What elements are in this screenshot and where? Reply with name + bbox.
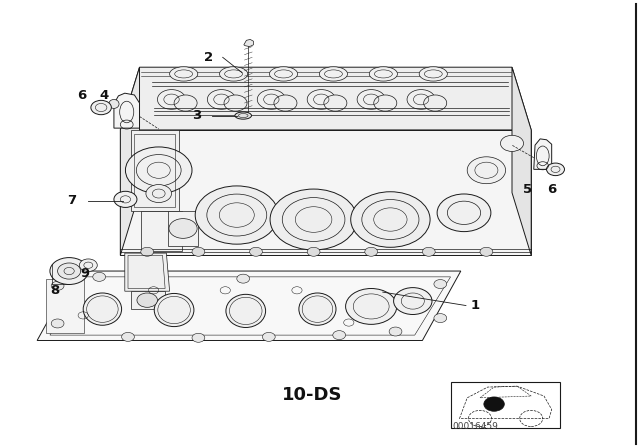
Polygon shape [46,279,84,333]
Circle shape [192,247,205,256]
Circle shape [93,272,106,281]
Polygon shape [131,291,165,309]
Circle shape [169,219,197,238]
Circle shape [351,192,430,247]
Text: 10-DS: 10-DS [282,386,342,404]
Circle shape [346,289,397,324]
Polygon shape [512,67,531,255]
Circle shape [91,100,111,115]
Circle shape [79,259,97,271]
Polygon shape [244,39,253,47]
Text: 6: 6 [77,89,86,103]
Circle shape [257,90,285,109]
Ellipse shape [226,294,266,327]
Polygon shape [534,139,552,169]
Circle shape [374,95,397,111]
Circle shape [207,90,236,109]
Polygon shape [125,253,170,291]
Polygon shape [141,211,182,251]
Circle shape [192,333,205,342]
Circle shape [270,189,357,250]
Polygon shape [114,93,140,128]
Polygon shape [120,130,531,255]
Circle shape [125,147,192,194]
Text: 8: 8 [51,284,60,297]
Circle shape [51,281,64,290]
Circle shape [407,90,435,109]
Circle shape [365,247,378,256]
Circle shape [484,397,504,411]
Ellipse shape [369,67,397,81]
Circle shape [51,319,64,328]
Ellipse shape [154,293,194,327]
Circle shape [50,258,88,284]
Polygon shape [131,130,179,211]
Ellipse shape [319,67,348,81]
Circle shape [307,247,320,256]
Circle shape [547,163,564,176]
Circle shape [237,274,250,283]
Text: 2: 2 [204,51,213,64]
Circle shape [422,247,435,256]
Polygon shape [37,271,461,340]
Ellipse shape [83,293,122,325]
Polygon shape [168,211,198,246]
Ellipse shape [109,99,119,108]
Polygon shape [120,67,531,130]
Circle shape [333,331,346,340]
Circle shape [174,95,197,111]
Circle shape [500,135,524,151]
Text: 1: 1 [470,299,479,312]
Text: 3: 3 [193,109,202,122]
Ellipse shape [170,67,198,81]
Ellipse shape [299,293,336,325]
Circle shape [274,95,297,111]
Text: 9: 9 [80,267,89,280]
Text: 7: 7 [67,194,76,207]
Text: 6: 6 [547,182,556,196]
Circle shape [437,194,491,232]
Ellipse shape [220,67,248,81]
Circle shape [434,314,447,323]
Text: 00016459: 00016459 [452,422,498,431]
Text: 5: 5 [523,182,532,196]
Circle shape [195,186,278,244]
Circle shape [141,247,154,256]
Circle shape [434,280,447,289]
Circle shape [250,247,262,256]
Ellipse shape [419,67,447,81]
Circle shape [262,332,275,341]
Circle shape [224,95,247,111]
Polygon shape [120,67,140,255]
Circle shape [58,263,81,279]
Circle shape [122,332,134,341]
Circle shape [146,185,172,202]
Circle shape [307,90,335,109]
Circle shape [467,157,506,184]
Circle shape [137,293,157,307]
Circle shape [157,90,186,109]
Text: 4: 4 [100,89,109,103]
Ellipse shape [269,67,298,81]
Circle shape [357,90,385,109]
Circle shape [424,95,447,111]
Ellipse shape [235,112,252,119]
Circle shape [114,191,137,207]
Circle shape [480,247,493,256]
Circle shape [394,288,432,314]
Circle shape [389,327,402,336]
Circle shape [324,95,347,111]
